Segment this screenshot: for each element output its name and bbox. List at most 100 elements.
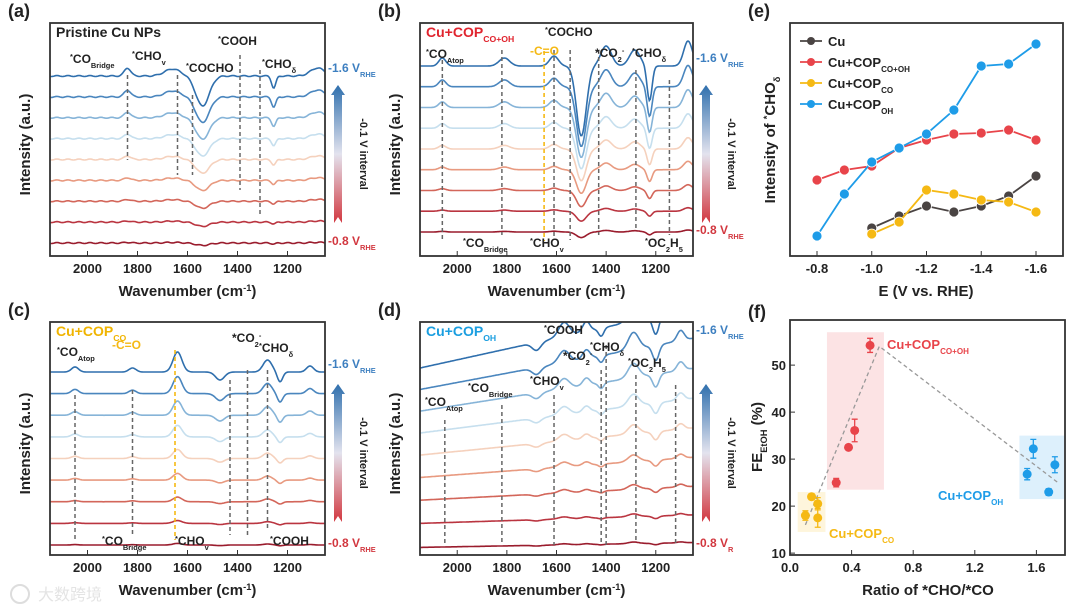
data-point (948, 206, 960, 218)
data-point (893, 142, 905, 154)
text: *CO (232, 331, 255, 345)
peak-annotation: *CHOδ (590, 340, 625, 358)
peak-annotation: *CHOδ (259, 341, 294, 359)
text: H (653, 356, 662, 370)
spectrum-curve (50, 496, 325, 505)
peak-annotation: *CHOv (530, 236, 565, 254)
x-tick-label: 2000 (443, 560, 472, 575)
x-tick-label: 0.0 (781, 560, 799, 575)
x-tick-label: 2000 (73, 261, 102, 276)
text: -1.6 V (328, 357, 360, 371)
text: Cu+COP (828, 97, 881, 112)
panel-b: 2000 1800 1600 1400 1200 Wavenumber (cm-1) Int… (378, 1, 744, 300)
y-axis-label: Intensity (a.u.) (17, 393, 34, 495)
text: Intensity of (762, 119, 779, 203)
panel-label: (e) (748, 1, 770, 21)
spectrum-curve (420, 183, 693, 208)
superscript: * (259, 341, 262, 350)
text: -1.6 V (696, 51, 728, 65)
superscript: * (590, 340, 593, 349)
text: COOH (273, 534, 309, 548)
text: OC (648, 236, 666, 250)
x-tick-label: 1800 (492, 261, 521, 276)
subscript: CO (882, 536, 894, 545)
text: -0.1 V interval (725, 417, 737, 489)
superscript: * (645, 236, 648, 245)
subscript: RHE (728, 60, 744, 69)
superscript: * (102, 534, 105, 543)
text: Ratio of *CHO/*CO (862, 582, 994, 599)
spectrum-curve (50, 351, 325, 383)
x-tick-label: 1400 (592, 560, 621, 575)
subscript: Atop (447, 56, 464, 65)
spectrum-curve (420, 322, 661, 369)
data-point (921, 200, 932, 212)
x-tick-label: 0.8 (904, 560, 922, 575)
subscript: Bridge (484, 245, 508, 254)
plot-frame (789, 319, 1066, 556)
peak-annotation: *CO2- (563, 349, 593, 367)
spectrum-curve (50, 375, 325, 403)
x-axis-label: Wavenumber (cm-1) (119, 283, 257, 300)
top-potential-label: -1.6 VRHE (328, 61, 376, 79)
text: (b) (378, 1, 401, 21)
panel-title: Pristine Cu NPs (56, 24, 161, 40)
text: Cu+COP (426, 24, 483, 40)
colorbar-label: -0.1 V interval (725, 118, 737, 190)
text: ) (620, 283, 625, 300)
subscript: Atop (446, 404, 463, 413)
text: E (V vs. RHE) (878, 283, 973, 300)
superscript: * (175, 534, 178, 543)
text: H (670, 236, 679, 250)
superscript: * (218, 34, 221, 43)
subscript: Atop (78, 354, 95, 363)
text: Intensity (a.u.) (17, 94, 34, 196)
panel-label: (d) (378, 300, 401, 320)
data-point (1050, 460, 1060, 470)
superscript: -1 (612, 582, 620, 592)
text: *CO (563, 349, 586, 363)
y-tick-label: 20 (772, 499, 786, 514)
data-point (1044, 487, 1054, 497)
subscript: Bridge (123, 543, 147, 552)
subscript: Bridge (91, 61, 115, 70)
superscript: * (544, 323, 547, 332)
peak-annotation: -C=O (112, 338, 141, 352)
spectrum-curve (420, 483, 693, 501)
subscript: v (162, 58, 167, 67)
data-point (813, 513, 823, 523)
text: Intensity (a.u.) (387, 393, 404, 495)
x-axis-label: Wavenumber (cm-1) (488, 582, 626, 599)
panel-label: (c) (8, 300, 30, 320)
spectrum-curve (50, 519, 325, 526)
text: -0.1 V interval (725, 118, 737, 190)
peak-annotation: *CHOδ (262, 57, 297, 75)
spectra (420, 40, 693, 239)
panel-label: (b) (378, 1, 401, 21)
legend-marker (807, 58, 815, 66)
text: CHO (178, 534, 205, 548)
trend-line (804, 345, 1059, 526)
data-point (811, 230, 823, 242)
y-axis-label: Intensity (a.u.) (387, 94, 404, 196)
panel-e: -0.8 -1.0 -1.2 -1.4 -1.6 E (V vs. RHE) Intensi… (748, 1, 1064, 300)
text: Cu+COP (828, 76, 881, 91)
x-axis-label: Ratio of *CHO/*CO (862, 582, 994, 599)
text: (d) (378, 300, 401, 320)
subscript: CO+OH (940, 347, 969, 356)
spectrum-curve (420, 422, 693, 456)
panel-f: 0.0 0.4 0.8 1.2 1.6 10 20 30 40 50 Ratio of *CHO/*… (748, 302, 1066, 599)
spectrum-curve (420, 160, 693, 194)
colorbar-label: -0.1 V interval (725, 417, 737, 489)
text: COCHO (548, 25, 593, 39)
x-axis-label: E (V vs. RHE) (878, 283, 973, 300)
spectrum-curve (50, 472, 325, 485)
legend-marker (807, 79, 815, 87)
subscript: δ (772, 76, 782, 82)
text: (a) (8, 1, 30, 21)
subscript: 2 (586, 358, 590, 367)
spectrum-curve (420, 40, 693, 137)
panel-d: 2000 1800 1600 1400 1200 Wavenumber (cm-1) Int… (378, 300, 744, 599)
superscript: * (762, 115, 772, 119)
subscript: CO+OH (483, 34, 514, 44)
